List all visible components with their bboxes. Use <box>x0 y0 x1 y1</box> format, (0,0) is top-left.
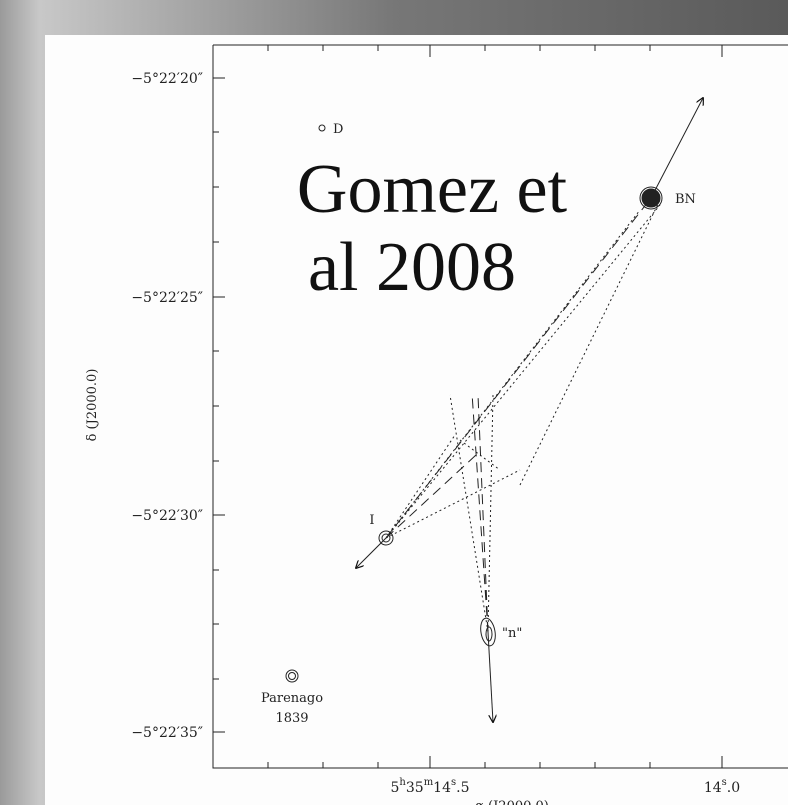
x-tick-part: m <box>424 777 434 788</box>
y-tick-label: −5°22′35″ <box>131 725 203 741</box>
x-tick-part: 14 <box>704 780 722 796</box>
plot-frame <box>212 44 788 769</box>
source-label: BN <box>675 192 696 207</box>
source-label: 1839 <box>275 711 308 726</box>
x-tick-part: s <box>722 777 727 788</box>
figure-panel <box>45 35 788 805</box>
y-tick-label: −5°22′30″ <box>131 508 203 524</box>
overlay-title: Gomez et <box>297 151 568 228</box>
motion-lines <box>356 98 703 722</box>
source-label: "n" <box>502 626 522 641</box>
x-tick-label: 5h35m14s.5 <box>390 777 469 796</box>
sources <box>285 124 663 683</box>
x-axis-label: α (J2000.0) <box>475 799 549 805</box>
source-label: I <box>369 513 374 528</box>
overlay-title: al 2008 <box>308 229 516 306</box>
source-label: D <box>333 122 343 137</box>
x-tick-part: 14 <box>433 780 451 796</box>
x-tick-part: 35 <box>406 780 424 796</box>
x-tick-part: .0 <box>727 780 740 796</box>
y-tick-label: −5°22′20″ <box>131 71 203 87</box>
y-tick-label: −5°22′25″ <box>131 290 203 306</box>
x-tick-part: h <box>399 777 406 788</box>
y-axis-label: δ (J2000.0) <box>85 369 100 442</box>
x-tick-part: .5 <box>456 780 469 796</box>
x-tick-part: s <box>451 777 456 788</box>
source-label: Parenago <box>261 691 323 706</box>
x-tick-label: 14s.0 <box>704 777 740 796</box>
x-tick-part: 5 <box>390 780 399 796</box>
